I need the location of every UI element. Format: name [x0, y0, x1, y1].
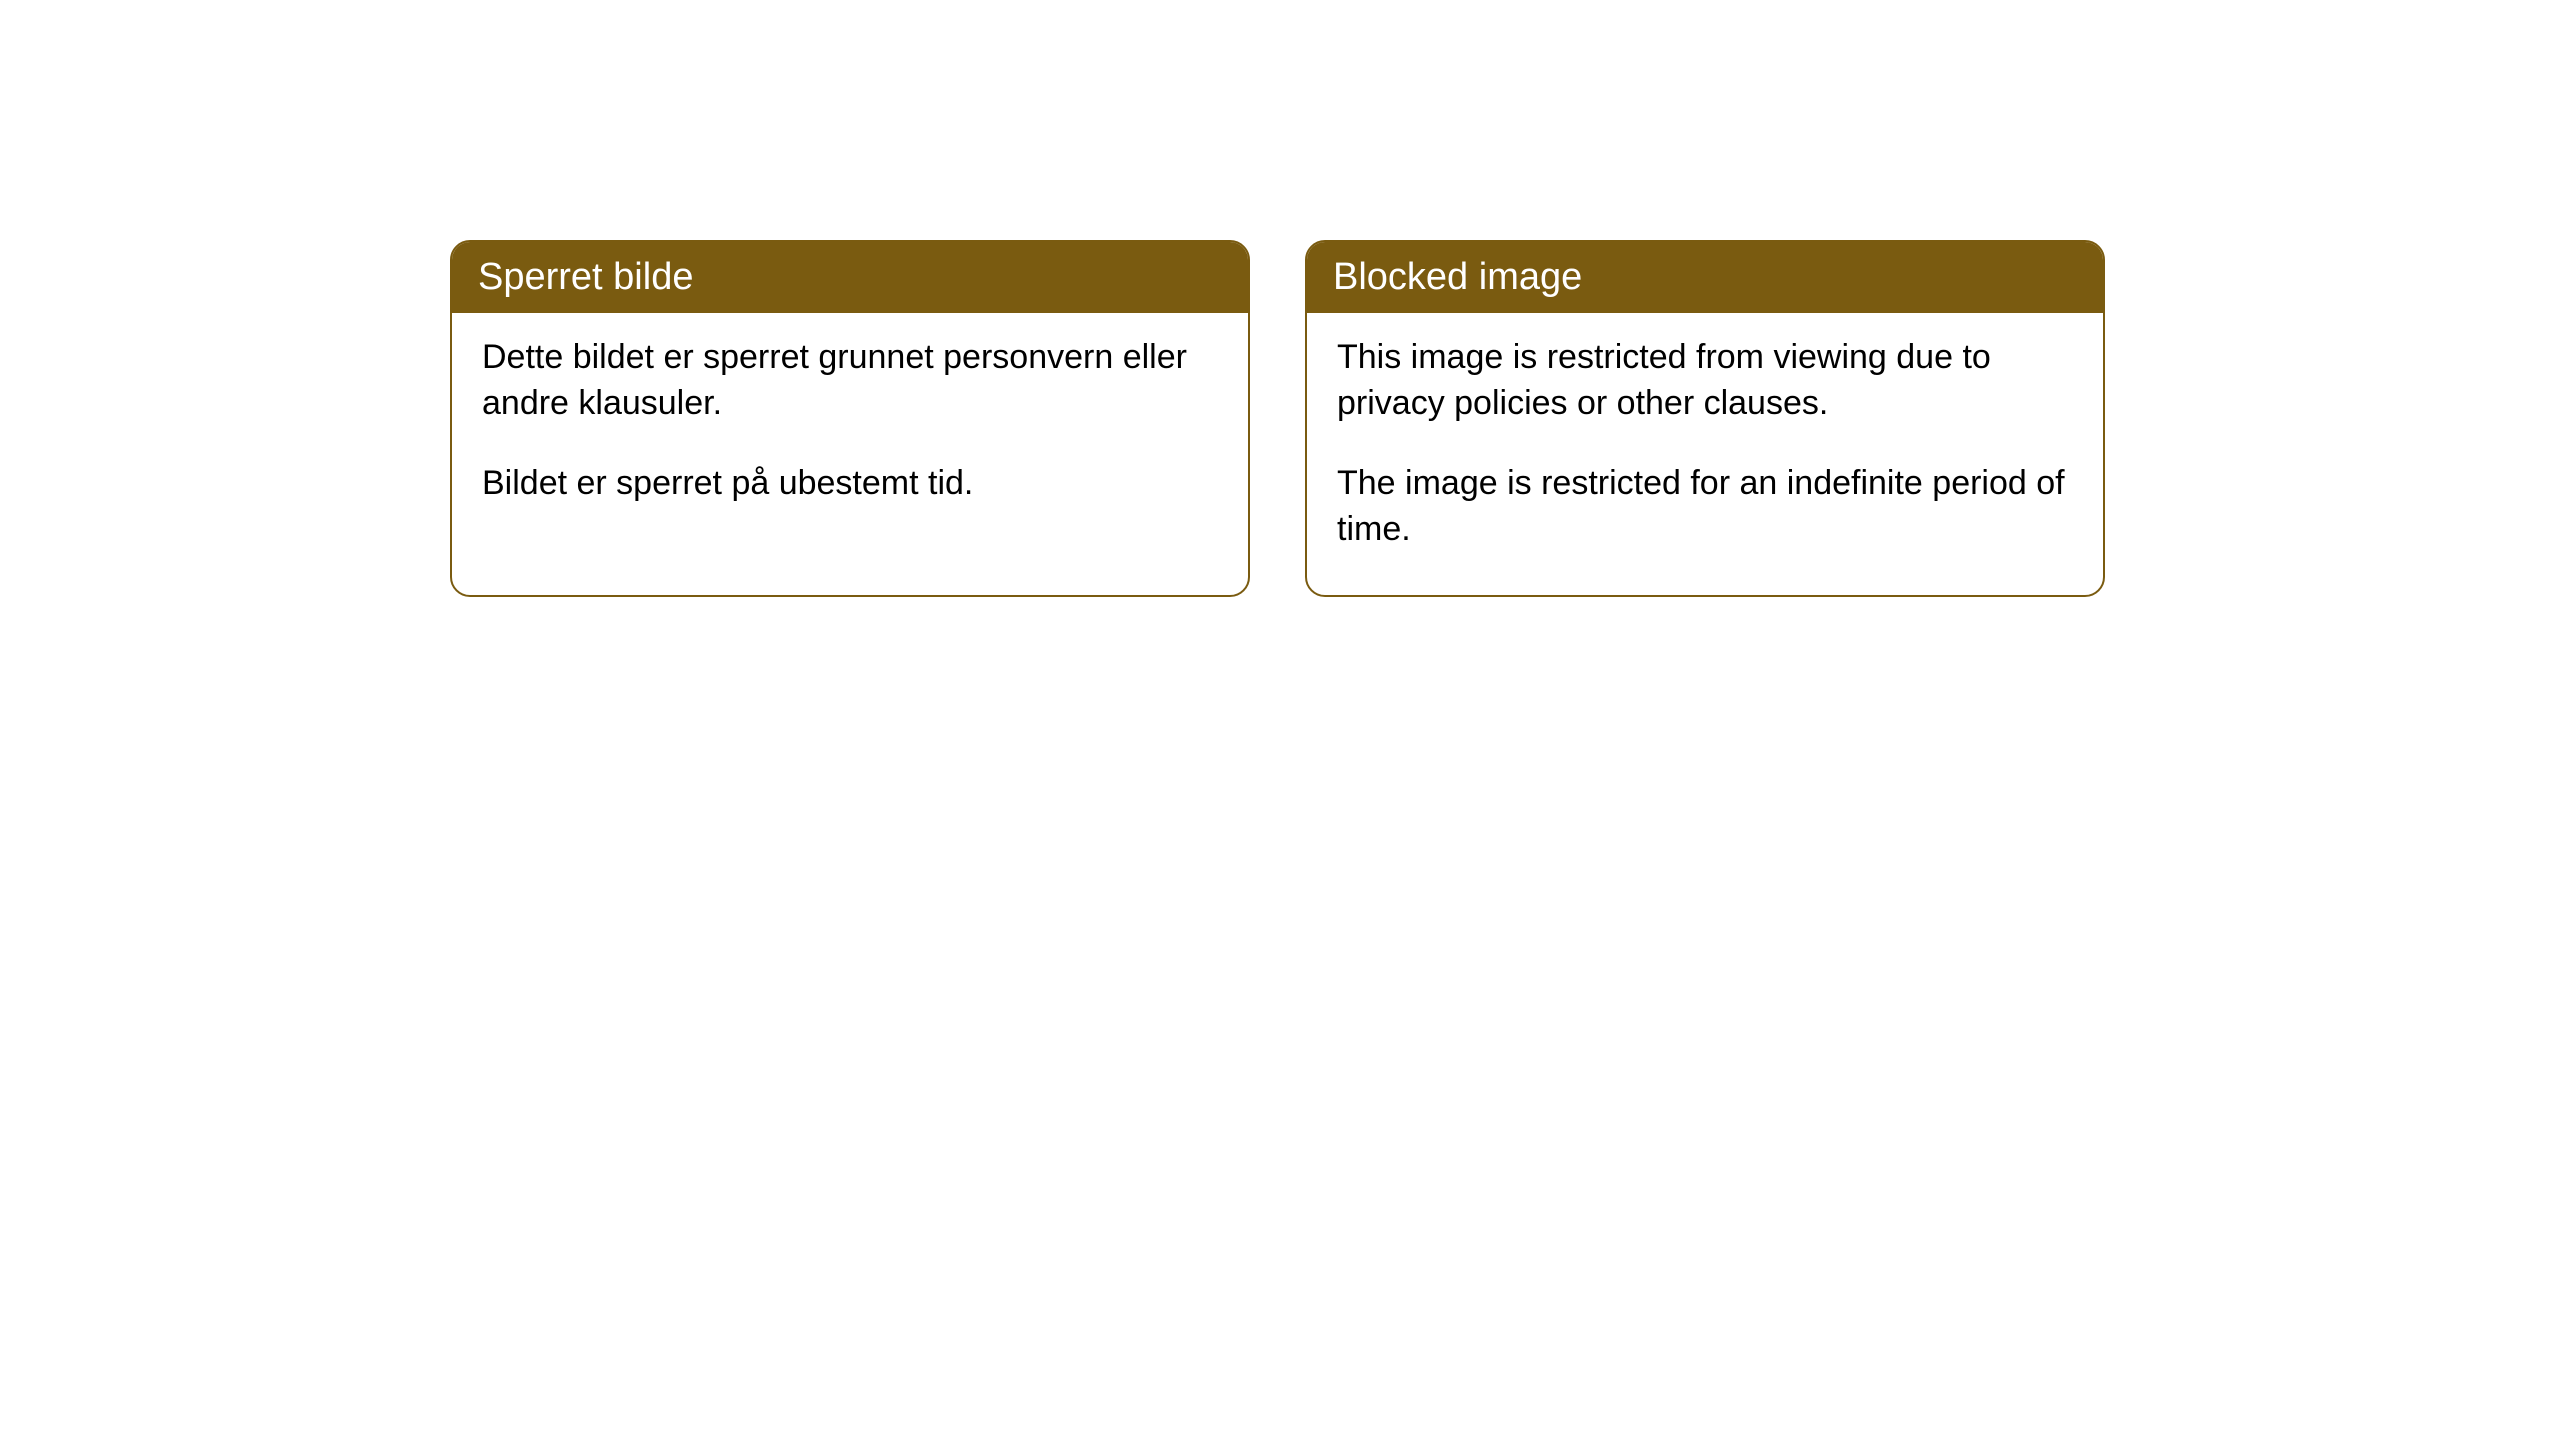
card-paragraph: This image is restricted from viewing du… — [1337, 335, 2073, 427]
card-header: Blocked image — [1307, 242, 2103, 313]
notice-cards-container: Sperret bilde Dette bildet er sperret gr… — [450, 240, 2105, 597]
card-body: This image is restricted from viewing du… — [1307, 313, 2103, 595]
card-header: Sperret bilde — [452, 242, 1248, 313]
card-paragraph: Dette bildet er sperret grunnet personve… — [482, 335, 1218, 427]
card-body: Dette bildet er sperret grunnet personve… — [452, 313, 1248, 549]
card-title: Sperret bilde — [478, 256, 693, 298]
card-paragraph: Bildet er sperret på ubestemt tid. — [482, 461, 1218, 507]
blocked-image-card-norwegian: Sperret bilde Dette bildet er sperret gr… — [450, 240, 1250, 597]
card-title: Blocked image — [1333, 256, 1582, 298]
card-paragraph: The image is restricted for an indefinit… — [1337, 461, 2073, 553]
blocked-image-card-english: Blocked image This image is restricted f… — [1305, 240, 2105, 597]
